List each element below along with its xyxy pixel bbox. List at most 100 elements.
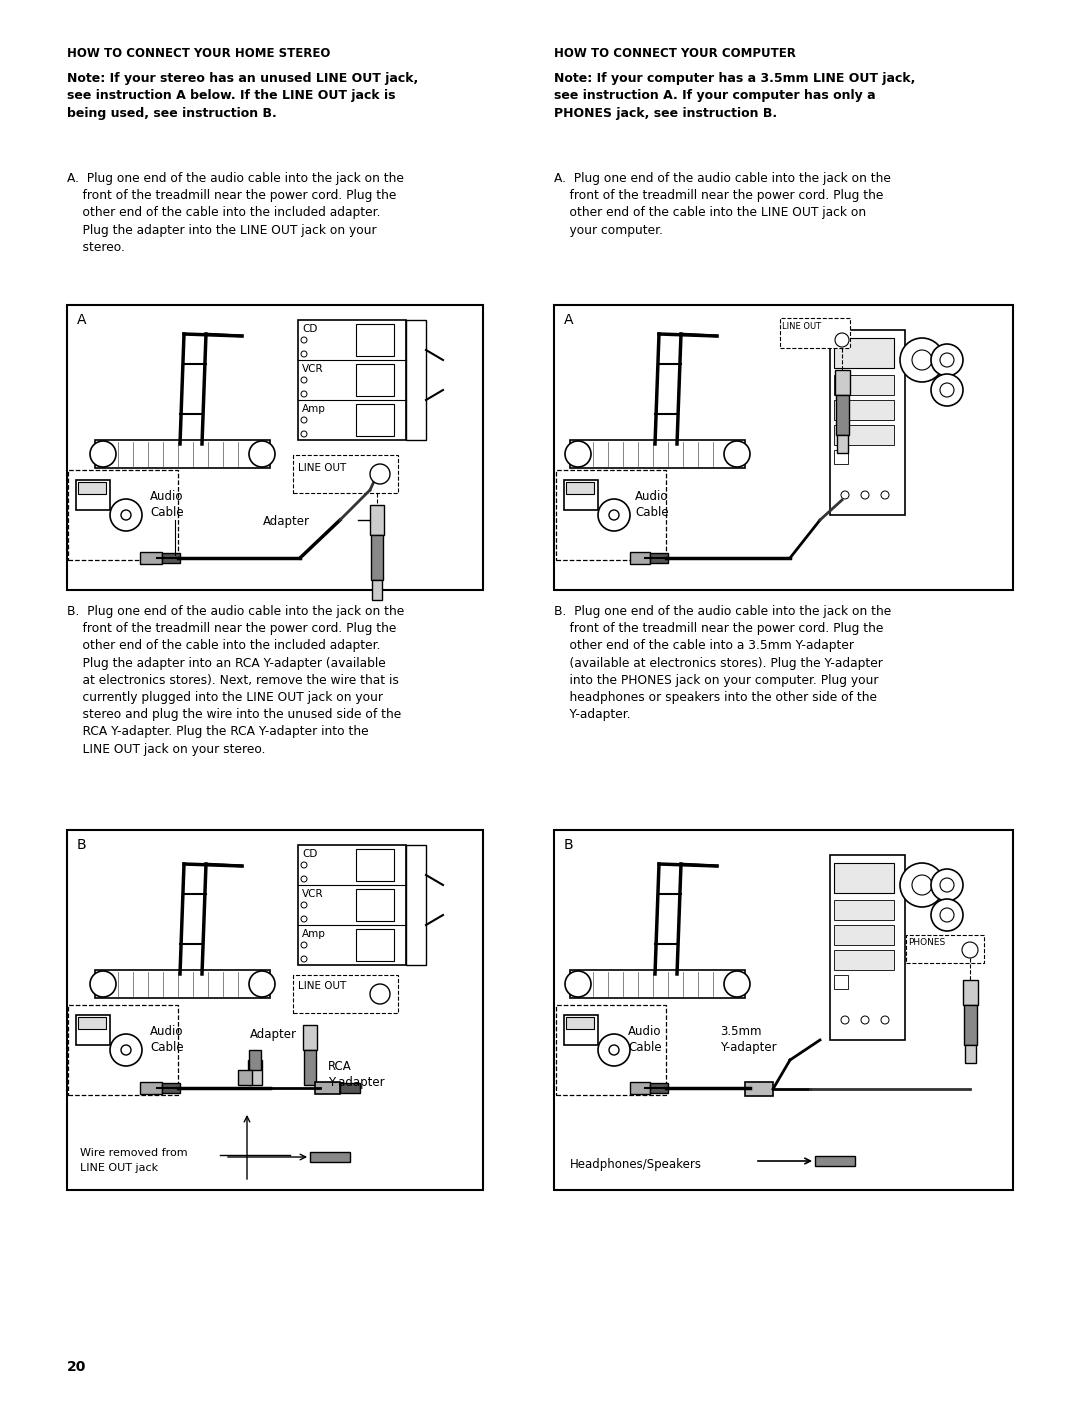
FancyBboxPatch shape (293, 456, 399, 494)
FancyBboxPatch shape (303, 1050, 316, 1085)
FancyBboxPatch shape (835, 370, 850, 395)
FancyBboxPatch shape (906, 935, 984, 963)
Text: B.  Plug one end of the audio cable into the jack on the
    front of the treadm: B. Plug one end of the audio cable into … (67, 606, 404, 756)
FancyBboxPatch shape (556, 470, 666, 559)
Circle shape (724, 442, 750, 467)
Circle shape (121, 510, 131, 520)
Circle shape (110, 1035, 141, 1066)
Circle shape (301, 430, 307, 437)
Text: Amp: Amp (302, 930, 326, 939)
FancyBboxPatch shape (248, 1060, 262, 1085)
Circle shape (912, 350, 932, 370)
FancyBboxPatch shape (406, 845, 426, 965)
FancyBboxPatch shape (834, 951, 894, 970)
FancyBboxPatch shape (370, 505, 384, 536)
Text: HOW TO CONNECT YOUR COMPUTER: HOW TO CONNECT YOUR COMPUTER (554, 48, 796, 60)
FancyBboxPatch shape (566, 482, 594, 494)
FancyBboxPatch shape (834, 425, 894, 444)
FancyBboxPatch shape (554, 830, 1013, 1190)
Text: Audio
Cable: Audio Cable (150, 491, 184, 519)
FancyBboxPatch shape (140, 1082, 162, 1094)
FancyBboxPatch shape (78, 482, 106, 494)
Text: LINE OUT: LINE OUT (298, 981, 347, 991)
FancyBboxPatch shape (68, 1005, 178, 1095)
Circle shape (881, 1016, 889, 1023)
Text: LINE OUT: LINE OUT (298, 463, 347, 472)
FancyBboxPatch shape (162, 1082, 180, 1094)
Text: A: A (77, 313, 86, 327)
Text: Wire removed from: Wire removed from (80, 1148, 188, 1158)
Text: B.  Plug one end of the audio cable into the jack on the
    front of the treadm: B. Plug one end of the audio cable into … (554, 606, 891, 721)
FancyBboxPatch shape (356, 889, 394, 921)
FancyBboxPatch shape (372, 536, 383, 580)
Circle shape (940, 353, 954, 367)
Circle shape (565, 972, 591, 997)
FancyBboxPatch shape (140, 552, 162, 564)
Text: Headphones/Speakers: Headphones/Speakers (570, 1158, 702, 1171)
Text: LINE OUT: LINE OUT (782, 322, 821, 331)
Text: B: B (77, 838, 86, 852)
FancyBboxPatch shape (834, 400, 894, 421)
Circle shape (249, 972, 275, 997)
FancyBboxPatch shape (780, 318, 850, 348)
Circle shape (301, 901, 307, 908)
Text: Note: If your stereo has an unused LINE OUT jack,
see instruction A below. If th: Note: If your stereo has an unused LINE … (67, 72, 418, 121)
FancyBboxPatch shape (340, 1082, 360, 1094)
FancyBboxPatch shape (566, 1016, 594, 1029)
Circle shape (370, 464, 390, 484)
FancyBboxPatch shape (831, 329, 905, 515)
Circle shape (598, 1035, 630, 1066)
FancyBboxPatch shape (836, 395, 849, 435)
FancyBboxPatch shape (630, 1082, 650, 1094)
Circle shape (900, 864, 944, 907)
FancyBboxPatch shape (249, 1050, 261, 1070)
FancyBboxPatch shape (67, 830, 483, 1190)
Circle shape (940, 878, 954, 892)
Circle shape (301, 876, 307, 882)
FancyBboxPatch shape (76, 479, 110, 510)
FancyBboxPatch shape (837, 435, 848, 453)
FancyBboxPatch shape (162, 552, 180, 564)
FancyBboxPatch shape (356, 930, 394, 960)
Circle shape (861, 491, 869, 499)
Circle shape (931, 374, 963, 407)
Text: 3.5mm
Y-adapter: 3.5mm Y-adapter (720, 1025, 777, 1054)
Text: 20: 20 (67, 1360, 86, 1374)
FancyBboxPatch shape (570, 440, 745, 468)
FancyBboxPatch shape (298, 320, 406, 440)
FancyBboxPatch shape (293, 974, 399, 1014)
FancyBboxPatch shape (298, 845, 406, 965)
FancyBboxPatch shape (406, 320, 426, 440)
FancyBboxPatch shape (95, 970, 270, 998)
Text: B: B (564, 838, 573, 852)
FancyBboxPatch shape (356, 365, 394, 395)
FancyBboxPatch shape (356, 850, 394, 880)
Circle shape (301, 350, 307, 358)
FancyBboxPatch shape (834, 374, 894, 395)
Text: Audio
Cable: Audio Cable (627, 1025, 662, 1054)
Circle shape (301, 391, 307, 397)
Text: VCR: VCR (302, 889, 324, 899)
FancyBboxPatch shape (630, 552, 650, 564)
Circle shape (931, 869, 963, 901)
FancyBboxPatch shape (310, 1152, 350, 1162)
Text: HOW TO CONNECT YOUR HOME STEREO: HOW TO CONNECT YOUR HOME STEREO (67, 48, 330, 60)
Circle shape (940, 383, 954, 397)
Circle shape (841, 1016, 849, 1023)
Circle shape (940, 908, 954, 923)
Text: A.  Plug one end of the audio cable into the jack on the
    front of the treadm: A. Plug one end of the audio cable into … (67, 172, 404, 254)
Circle shape (110, 499, 141, 531)
Text: LINE OUT jack: LINE OUT jack (80, 1164, 158, 1173)
FancyBboxPatch shape (564, 1015, 598, 1044)
FancyBboxPatch shape (831, 855, 905, 1040)
FancyBboxPatch shape (570, 970, 745, 998)
FancyBboxPatch shape (963, 980, 978, 1005)
FancyBboxPatch shape (834, 900, 894, 920)
Circle shape (301, 377, 307, 383)
FancyBboxPatch shape (95, 440, 270, 468)
Circle shape (912, 875, 932, 894)
Text: Adapter: Adapter (249, 1028, 297, 1042)
Text: CD: CD (302, 324, 318, 334)
Circle shape (90, 972, 116, 997)
FancyBboxPatch shape (315, 1082, 340, 1094)
